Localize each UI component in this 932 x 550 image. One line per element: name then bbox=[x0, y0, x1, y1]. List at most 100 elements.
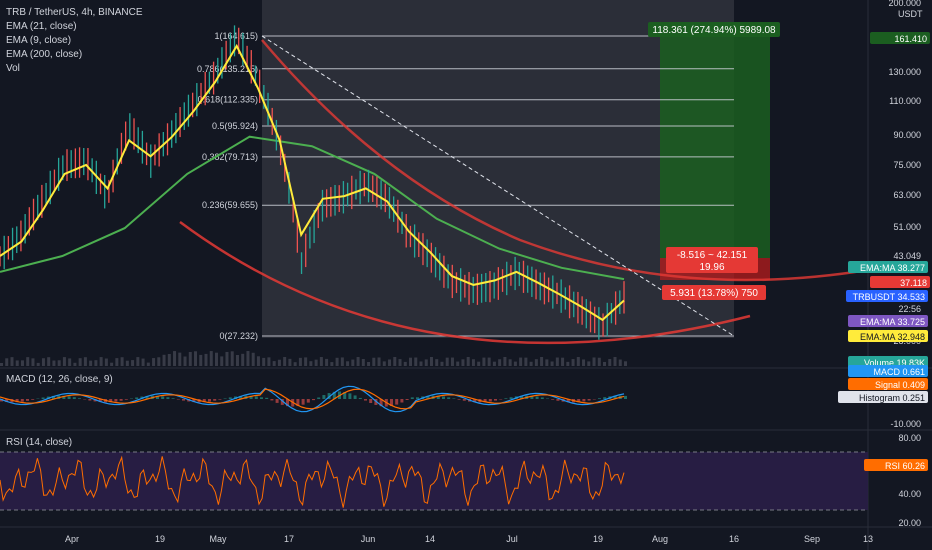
volume-bar[interactable] bbox=[582, 359, 586, 366]
volume-bar[interactable] bbox=[173, 351, 177, 366]
volume-bar[interactable] bbox=[120, 357, 124, 366]
volume-bar[interactable] bbox=[319, 357, 323, 366]
macd-histogram-bar[interactable] bbox=[624, 395, 627, 399]
volume-bar[interactable] bbox=[214, 352, 218, 366]
macd-histogram-bar[interactable] bbox=[98, 399, 102, 403]
volume-bar[interactable] bbox=[466, 357, 470, 366]
macd-histogram-bar[interactable] bbox=[535, 396, 539, 399]
macd-histogram-bar[interactable] bbox=[379, 399, 383, 407]
macd-histogram-bar[interactable] bbox=[254, 396, 258, 399]
volume-bar[interactable] bbox=[340, 357, 344, 366]
volume-bar[interactable] bbox=[41, 358, 45, 366]
macd-histogram-bar[interactable] bbox=[286, 399, 289, 407]
volume-bar[interactable] bbox=[519, 357, 523, 366]
volume-bar[interactable] bbox=[104, 358, 108, 366]
volume-bar[interactable] bbox=[73, 362, 77, 366]
macd-histogram-bar[interactable] bbox=[587, 399, 591, 401]
ema-slow-line[interactable] bbox=[0, 135, 625, 281]
macd-histogram-bar[interactable] bbox=[265, 397, 269, 399]
macd-histogram-bar[interactable] bbox=[312, 399, 315, 401]
volume-bar[interactable] bbox=[534, 359, 538, 366]
volume-bar[interactable] bbox=[482, 357, 486, 366]
volume-bar[interactable] bbox=[445, 357, 449, 366]
volume-bar[interactable] bbox=[188, 352, 192, 366]
volume-bar[interactable] bbox=[194, 351, 198, 366]
macd-histogram-bar[interactable] bbox=[556, 399, 560, 401]
macd-histogram-bar[interactable] bbox=[582, 399, 586, 402]
macd-histogram-bar[interactable] bbox=[488, 399, 492, 402]
macd-histogram-bar[interactable] bbox=[358, 397, 362, 399]
macd-histogram-bar[interactable] bbox=[436, 395, 440, 399]
macd-histogram-bar[interactable] bbox=[598, 398, 601, 399]
macd-histogram-bar[interactable] bbox=[405, 399, 409, 401]
volume-bar[interactable] bbox=[550, 361, 554, 366]
volume-bar[interactable] bbox=[246, 351, 250, 366]
macd-histogram-bar[interactable] bbox=[15, 399, 19, 403]
volume-bar[interactable] bbox=[461, 359, 465, 366]
volume-bar[interactable] bbox=[545, 359, 549, 366]
volume-bar[interactable] bbox=[162, 354, 166, 366]
macd-histogram-bar[interactable] bbox=[369, 399, 373, 404]
volume-bar[interactable] bbox=[256, 356, 260, 366]
volume-bar[interactable] bbox=[555, 357, 559, 366]
volume-bar[interactable] bbox=[283, 357, 287, 366]
macd-histogram-bar[interactable] bbox=[301, 399, 305, 405]
volume-bar[interactable] bbox=[83, 357, 87, 366]
macd-histogram-bar[interactable] bbox=[260, 397, 263, 399]
volume-bar[interactable] bbox=[20, 360, 24, 366]
volume-bar[interactable] bbox=[314, 359, 318, 366]
macd-histogram-bar[interactable] bbox=[530, 395, 534, 399]
volume-bar[interactable] bbox=[409, 357, 413, 366]
macd-histogram-bar[interactable] bbox=[348, 393, 352, 399]
volume-bar[interactable] bbox=[503, 357, 507, 366]
measure-label-line2[interactable]: 19.96 bbox=[699, 262, 724, 273]
volume-bar[interactable] bbox=[576, 357, 580, 366]
volume-bar[interactable] bbox=[267, 357, 271, 366]
volume-bar[interactable] bbox=[262, 357, 266, 366]
macd-histogram-bar[interactable] bbox=[67, 396, 71, 399]
volume-bar[interactable] bbox=[477, 361, 481, 366]
macd-histogram-bar[interactable] bbox=[223, 398, 227, 399]
macd-histogram-bar[interactable] bbox=[20, 399, 24, 402]
volume-bar[interactable] bbox=[529, 361, 533, 366]
volume-bar[interactable] bbox=[603, 361, 607, 366]
volume-bar[interactable] bbox=[419, 361, 423, 366]
macd-histogram-bar[interactable] bbox=[270, 399, 274, 401]
rsi-pane-label[interactable]: RSI (14, close) bbox=[6, 437, 73, 448]
macd-histogram-bar[interactable] bbox=[343, 391, 347, 399]
rsi-line[interactable] bbox=[0, 455, 625, 508]
volume-bar[interactable] bbox=[152, 358, 156, 366]
volume-bar[interactable] bbox=[561, 357, 565, 366]
macd-histogram-bar[interactable] bbox=[52, 395, 55, 399]
volume-bar[interactable] bbox=[429, 357, 433, 366]
volume-bar[interactable] bbox=[309, 361, 313, 366]
macd-histogram-bar[interactable] bbox=[457, 399, 461, 400]
volume-bar[interactable] bbox=[136, 357, 140, 366]
volume-bar[interactable] bbox=[608, 359, 612, 366]
signal-line[interactable] bbox=[0, 388, 625, 410]
volume-bar[interactable] bbox=[398, 359, 402, 366]
volume-bar[interactable] bbox=[68, 358, 72, 366]
macd-histogram-bar[interactable] bbox=[166, 397, 170, 399]
macd-histogram-bar[interactable] bbox=[462, 399, 466, 401]
volume-bar[interactable] bbox=[571, 359, 575, 366]
macd-histogram-bar[interactable] bbox=[494, 399, 497, 401]
macd-histogram-bar[interactable] bbox=[426, 395, 430, 399]
macd-histogram-bar[interactable] bbox=[395, 399, 399, 405]
volume-bar[interactable] bbox=[199, 354, 203, 366]
volume-bar[interactable] bbox=[272, 361, 276, 366]
legend-ema21[interactable]: EMA (21, close) bbox=[6, 21, 77, 32]
macd-histogram-bar[interactable] bbox=[483, 399, 487, 403]
volume-bar[interactable] bbox=[388, 359, 392, 366]
volume-bar[interactable] bbox=[377, 357, 381, 366]
volume-bar[interactable] bbox=[288, 358, 292, 366]
macd-histogram-bar[interactable] bbox=[124, 399, 128, 400]
legend-symbol[interactable]: TRB / TetherUS, 4h, BINANCE bbox=[6, 7, 143, 18]
macd-histogram-bar[interactable] bbox=[109, 399, 113, 403]
target-label[interactable]: 118.361 (274.94%) 5989.08 bbox=[652, 25, 776, 36]
trend-line-dashed[interactable] bbox=[261, 35, 735, 337]
volume-bar[interactable] bbox=[220, 356, 224, 366]
volume-bar[interactable] bbox=[47, 357, 51, 366]
volume-bar[interactable] bbox=[225, 351, 229, 366]
volume-bar[interactable] bbox=[450, 357, 454, 366]
